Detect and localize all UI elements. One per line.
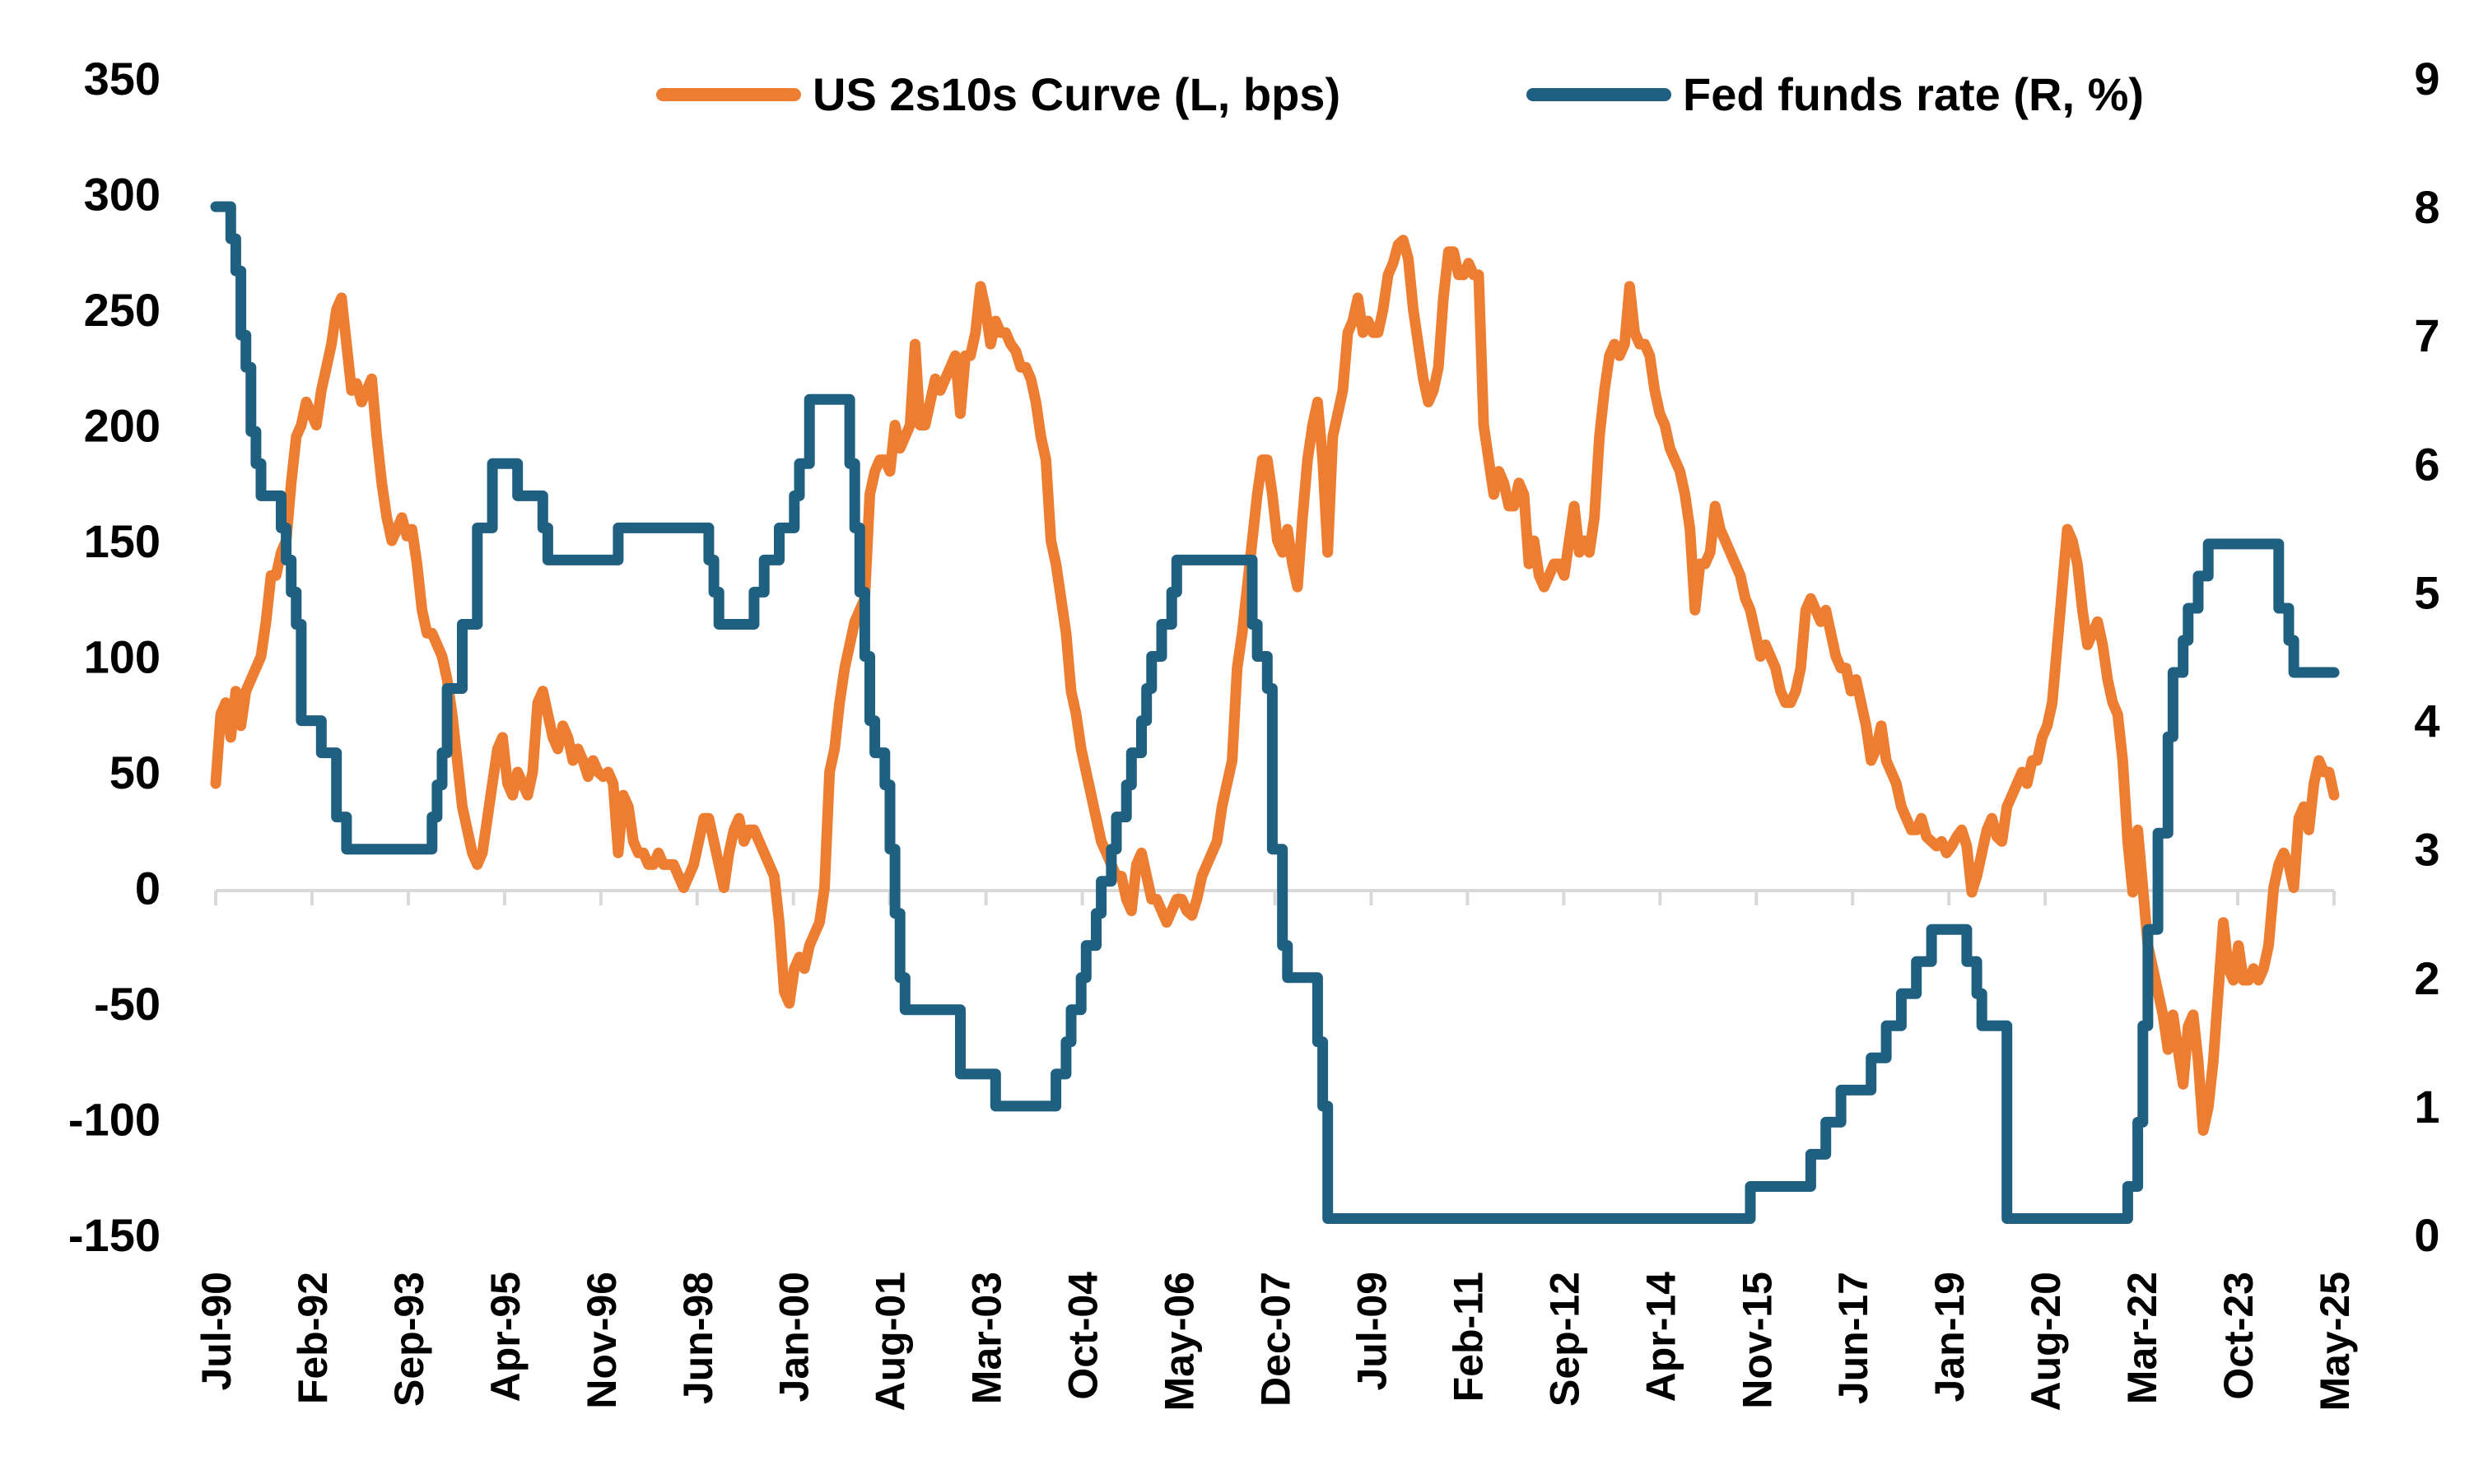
x-tick-label: Nov-15 (1734, 1272, 1780, 1409)
x-tick-label: Jul-90 (193, 1272, 240, 1391)
y-left-tick-label: 200 (84, 400, 161, 452)
x-tick-label: Oct-23 (2215, 1272, 2262, 1400)
x-tick-label: May-06 (1157, 1272, 1203, 1412)
y-right-tick-label: 1 (2414, 1081, 2439, 1133)
x-tick-label: Mar-03 (964, 1272, 1010, 1404)
x-tick-label: Jan-00 (771, 1272, 818, 1402)
series-line-2s10s-curve (210, 235, 2340, 1136)
x-tick-label: May-25 (2312, 1272, 2358, 1412)
y-right-tick-label: 6 (2414, 438, 2439, 490)
x-tick-label: Apr-95 (482, 1272, 529, 1402)
y-right-tick-label: 5 (2414, 566, 2439, 618)
series-line-fed-funds-rate (210, 201, 2340, 1224)
y-right-tick-label: 3 (2414, 824, 2439, 876)
series-layer (210, 201, 2340, 1224)
y-left-tick-label: 300 (84, 169, 161, 221)
x-tick-label: Dec-07 (1253, 1272, 1299, 1407)
y-left-tick-label: -50 (94, 978, 161, 1030)
y-left-tick-label: 250 (84, 284, 161, 336)
x-tick-label: Jun-17 (1830, 1272, 1876, 1404)
x-tick-label: Aug-20 (2023, 1272, 2069, 1411)
y-right-tick-label: 0 (2414, 1209, 2439, 1261)
y-left-tick-label: -100 (68, 1094, 161, 1146)
y-left-tick-label: 150 (84, 515, 161, 567)
x-tick-label: Sep-93 (386, 1272, 432, 1407)
y-left-tick-label: 350 (84, 53, 161, 105)
y-left-tick-label: 0 (135, 863, 161, 914)
x-tick-label: Jul-09 (1349, 1272, 1395, 1391)
x-tick-label: Mar-22 (2119, 1272, 2165, 1404)
y-left-tick-label: 50 (109, 747, 161, 798)
axes-layer: Jul-90 Feb-92 Sep-93 Apr-95 Nov-96 Jun-98 Jan-… (68, 53, 2440, 1412)
y-right-tick-label: 9 (2414, 53, 2439, 105)
x-tick-label: Sep-12 (1541, 1272, 1587, 1407)
x-tick-label: Feb-92 (290, 1272, 336, 1404)
y-right-tick-label: 7 (2414, 309, 2439, 361)
y-right-tick-label: 4 (2414, 695, 2439, 747)
y-right-tick-label: 2 (2414, 952, 2439, 1004)
x-tick-label: Apr-14 (1638, 1272, 1684, 1403)
y-right-tick-label: 8 (2414, 181, 2439, 233)
x-tick-label: Oct-04 (1060, 1272, 1107, 1400)
legend-label-fed-funds: Fed funds rate (R, %) (1683, 68, 2144, 120)
legend: US 2s10s Curve (L, bps) Fed funds rate (… (656, 68, 2144, 120)
x-tick-label: Jun-98 (675, 1272, 721, 1404)
x-tick-label: Aug-01 (868, 1272, 914, 1411)
x-tick-label: Jan-19 (1927, 1272, 1973, 1402)
x-tick-label: Feb-11 (1445, 1272, 1491, 1402)
x-tick-label: Nov-96 (579, 1272, 625, 1409)
legend-label-2s10s: US 2s10s Curve (L, bps) (813, 68, 1340, 120)
y-left-tick-label: -150 (68, 1209, 161, 1261)
y-left-tick-label: 100 (84, 631, 161, 683)
